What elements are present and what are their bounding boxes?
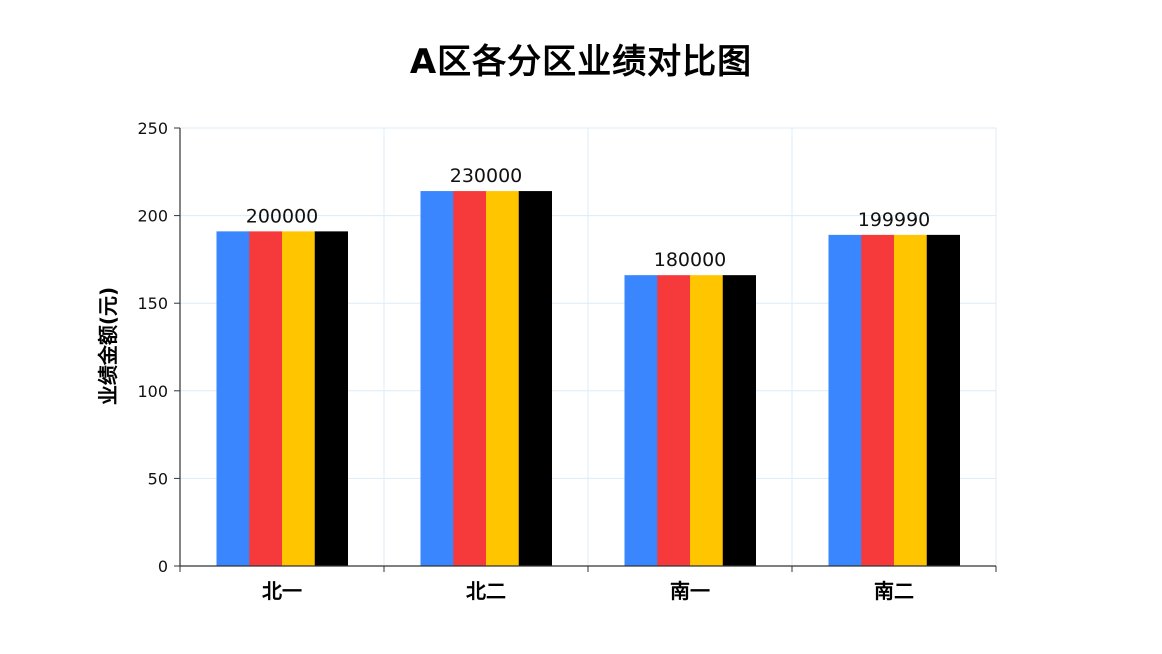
chart-title: A区各分区业绩对比图 xyxy=(409,42,753,82)
bar-group xyxy=(216,231,348,567)
bar-segment xyxy=(828,234,862,566)
bar-group xyxy=(420,191,552,566)
y-tick-label: 100 xyxy=(137,382,168,401)
bar-group xyxy=(624,275,756,566)
bar-segment xyxy=(926,234,960,566)
bar-segment xyxy=(690,275,724,566)
bar-segment xyxy=(894,234,928,566)
bar-segment xyxy=(518,191,552,566)
x-tick-label: 南二 xyxy=(874,579,914,603)
bar-segment xyxy=(420,191,454,566)
bar-segment xyxy=(249,231,283,567)
bar-segment xyxy=(861,234,895,566)
x-tick-label: 北一 xyxy=(262,579,302,603)
x-tick-label: 北二 xyxy=(466,579,506,603)
labels: 0 50 100 150 200 250 200000 北一 230000 北二 180000 南一 1… xyxy=(137,119,930,603)
y-tick-label: 250 xyxy=(137,119,168,138)
bar-segment xyxy=(722,275,756,566)
bar-segment xyxy=(657,275,691,566)
data-label: 230000 xyxy=(450,165,523,187)
data-label: 180000 xyxy=(654,249,727,271)
data-label: 200000 xyxy=(246,205,319,227)
bars xyxy=(216,191,960,567)
y-tick-label: 0 xyxy=(158,557,168,576)
x-tick-label: 南一 xyxy=(670,579,710,603)
bar-segment xyxy=(624,275,658,566)
axes xyxy=(174,127,997,572)
bar-segment xyxy=(453,191,487,566)
bar-segment xyxy=(282,231,316,567)
bar-segment xyxy=(216,231,250,567)
y-tick-label: 150 xyxy=(137,294,168,313)
bar-segment xyxy=(314,231,348,567)
y-axis-title: 业绩金额(元) xyxy=(96,287,120,405)
bar-group xyxy=(828,234,960,566)
bar-segment xyxy=(486,191,520,566)
y-tick-label: 200 xyxy=(137,207,168,226)
data-label: 199990 xyxy=(858,209,931,231)
y-tick-label: 50 xyxy=(148,469,168,488)
